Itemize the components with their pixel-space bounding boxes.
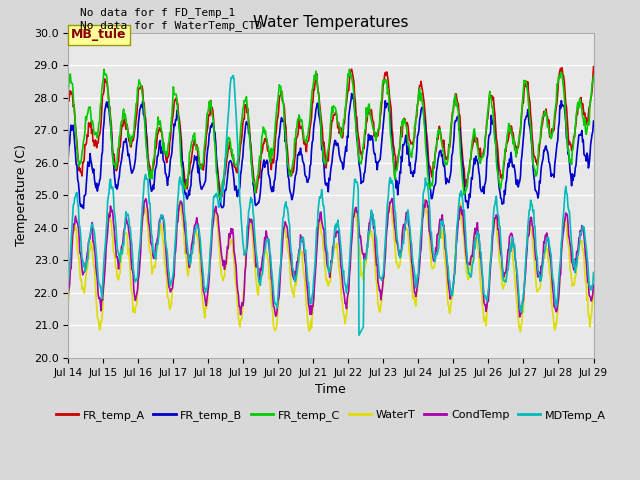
Text: No data for f WaterTemp_CTD: No data for f WaterTemp_CTD — [80, 20, 262, 31]
Text: No data for f FD_Temp_1: No data for f FD_Temp_1 — [80, 7, 236, 18]
Title: Water Temperatures: Water Temperatures — [253, 15, 408, 30]
Y-axis label: Temperature (C): Temperature (C) — [15, 144, 28, 246]
X-axis label: Time: Time — [316, 383, 346, 396]
Text: MB_tule: MB_tule — [71, 28, 127, 41]
Legend: FR_temp_A, FR_temp_B, FR_temp_C, WaterT, CondTemp, MDTemp_A: FR_temp_A, FR_temp_B, FR_temp_C, WaterT,… — [51, 406, 611, 426]
